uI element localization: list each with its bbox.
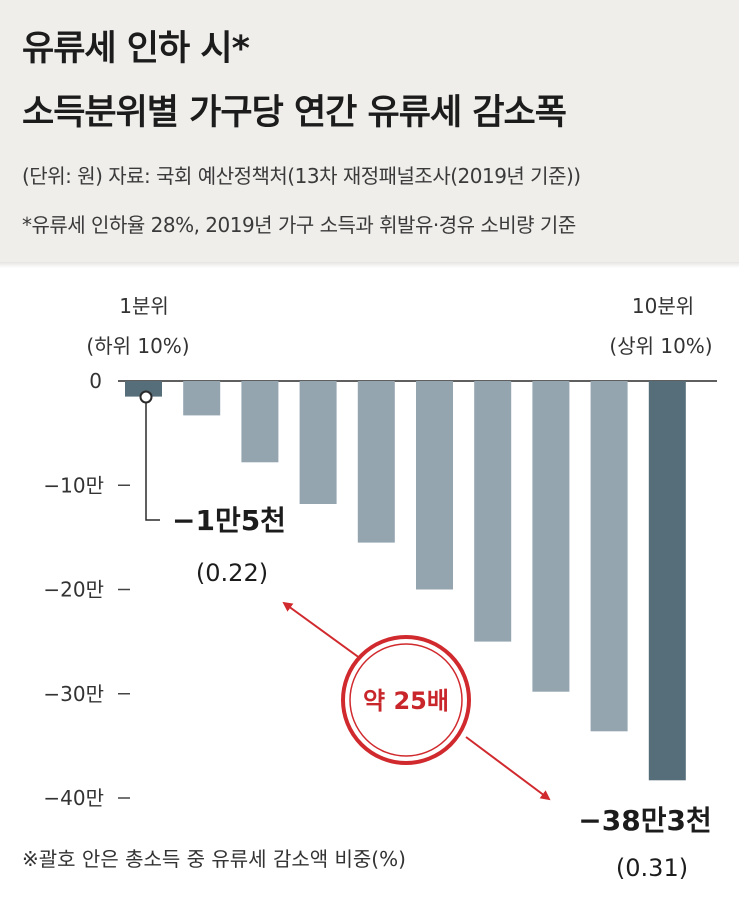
bar-9분위 (590, 381, 628, 732)
last-decile-label: 10분위 (632, 294, 694, 318)
first-share-label: (0.22) (196, 559, 268, 587)
y-tick-label: 0 (89, 369, 102, 393)
first-value-marker (139, 390, 153, 404)
bar-10분위 (648, 381, 686, 781)
y-tick-label: −30만 (43, 682, 104, 706)
assumption-note: *유류세 인하율 28%, 2019년 가구 소득과 휘발유·경유 소비량 기준 (22, 213, 576, 237)
y-tick-label: −10만 (43, 473, 104, 497)
bar-2분위 (183, 381, 221, 416)
first-value-label: −1만5천 (172, 504, 286, 537)
bar-1분위 (125, 381, 162, 397)
y-tick-label: −20만 (43, 578, 104, 602)
ratio-arrow-down (465, 736, 551, 801)
bar-7분위 (474, 381, 512, 642)
chart-title-line1: 유류세 인하 시* (22, 29, 250, 69)
footnote: ※괄호 안은 총소득 중 유류세 감소액 비중(%) (22, 847, 406, 871)
ratio-badge-inner (349, 643, 463, 757)
last-share-label: (0.31) (616, 854, 688, 882)
bar-3분위 (241, 381, 279, 463)
ratio-label: 약 25배 (363, 687, 449, 715)
first-value-leader (145, 397, 160, 521)
source-note: (단위: 원) 자료: 국회 예산정책처(13차 재정패널조사(2019년 기준… (22, 164, 581, 188)
last-decile-sublabel: (상위 10%) (609, 334, 712, 358)
bar-5분위 (357, 381, 395, 543)
y-tick-label: −40만 (43, 786, 104, 810)
bar-8분위 (532, 381, 570, 692)
ratio-arrow-up (282, 601, 369, 665)
bars (125, 381, 686, 781)
bar-4분위 (299, 381, 337, 504)
first-decile-label: 1분위 (119, 294, 169, 318)
bar-6분위 (416, 381, 453, 590)
chart-title-line2: 소득분위별 가구당 연간 유류세 감소폭 (22, 93, 567, 133)
y-axis: 0 −10만 −20만 −30만 −40만 (43, 369, 130, 810)
first-decile-sublabel: (하위 10%) (86, 334, 189, 358)
last-value-label: −38만3천 (578, 804, 711, 837)
